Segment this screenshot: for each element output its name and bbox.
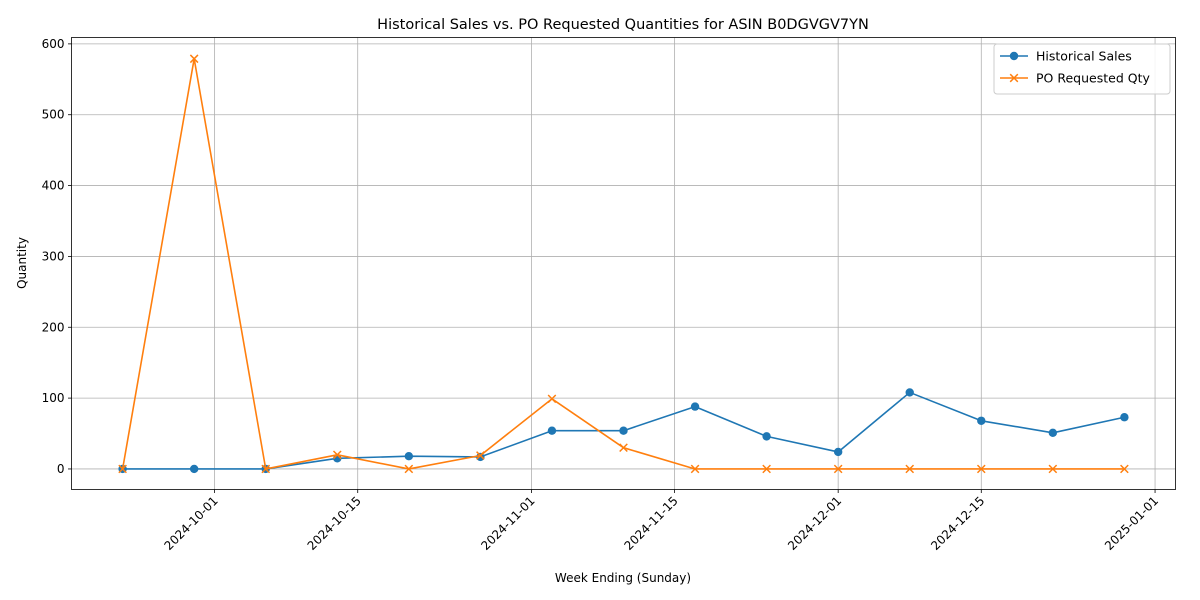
historical-sales-point [762,432,771,441]
historical-sales-point [1120,413,1129,422]
y-tick-label: 500 [42,108,65,122]
po-requested-qty-point [690,464,700,474]
plot-frame [71,37,1176,490]
po-requested-qty-point [619,443,628,453]
legend-po-requested-qty-label: PO Requested Qty [1036,71,1150,86]
y-tick-label: 200 [42,320,65,334]
y-tick-label: 0 [57,462,65,476]
chart-title: Historical Sales vs. PO Requested Quanti… [377,17,869,33]
historical-sales-point [1048,428,1058,438]
historical-sales-point [977,416,986,425]
series-layer [118,54,1129,474]
po-requested-qty-point [261,464,271,474]
historical-sales-point [547,426,557,435]
legend-historical-sales-label: Historical Sales [1036,49,1132,64]
po-requested-qty-point [762,464,771,474]
y-tick-label: 600 [42,37,65,51]
po-requested-qty-point [118,464,127,474]
y-tick-label: 100 [42,391,65,405]
historical-sales-point [189,464,199,474]
po-requested-qty-point [976,464,986,474]
po-requested-qty-point [189,54,199,64]
x-axis-title: Week Ending (Sunday) [555,571,691,585]
po-requested-qty-point [547,394,557,404]
po-requested-qty-point [404,464,414,474]
y-tick-label: 400 [42,179,65,193]
historical-sales-point [905,388,914,397]
legend-box [993,43,1171,95]
y-tick-label: 300 [42,249,65,263]
po-requested-qty-point [833,464,843,474]
po-requested-qty-point [905,464,915,474]
po-requested-qty-point [476,451,485,460]
historical-sales-point [404,452,414,461]
historical-sales-point [690,402,700,411]
y-axis-title: Quantity [15,237,29,289]
po-requested-qty-point [1120,464,1129,474]
historical-sales-point [833,447,843,457]
historical-sales-point [619,426,628,435]
legend-po-requested-qty-marker [1009,73,1019,83]
legend: Historical Sales PO Requested Qty [993,43,1171,95]
legend-historical-sales-marker [1009,51,1019,61]
po-requested-qty-point [332,450,342,460]
po-requested-qty-point [1048,464,1058,474]
